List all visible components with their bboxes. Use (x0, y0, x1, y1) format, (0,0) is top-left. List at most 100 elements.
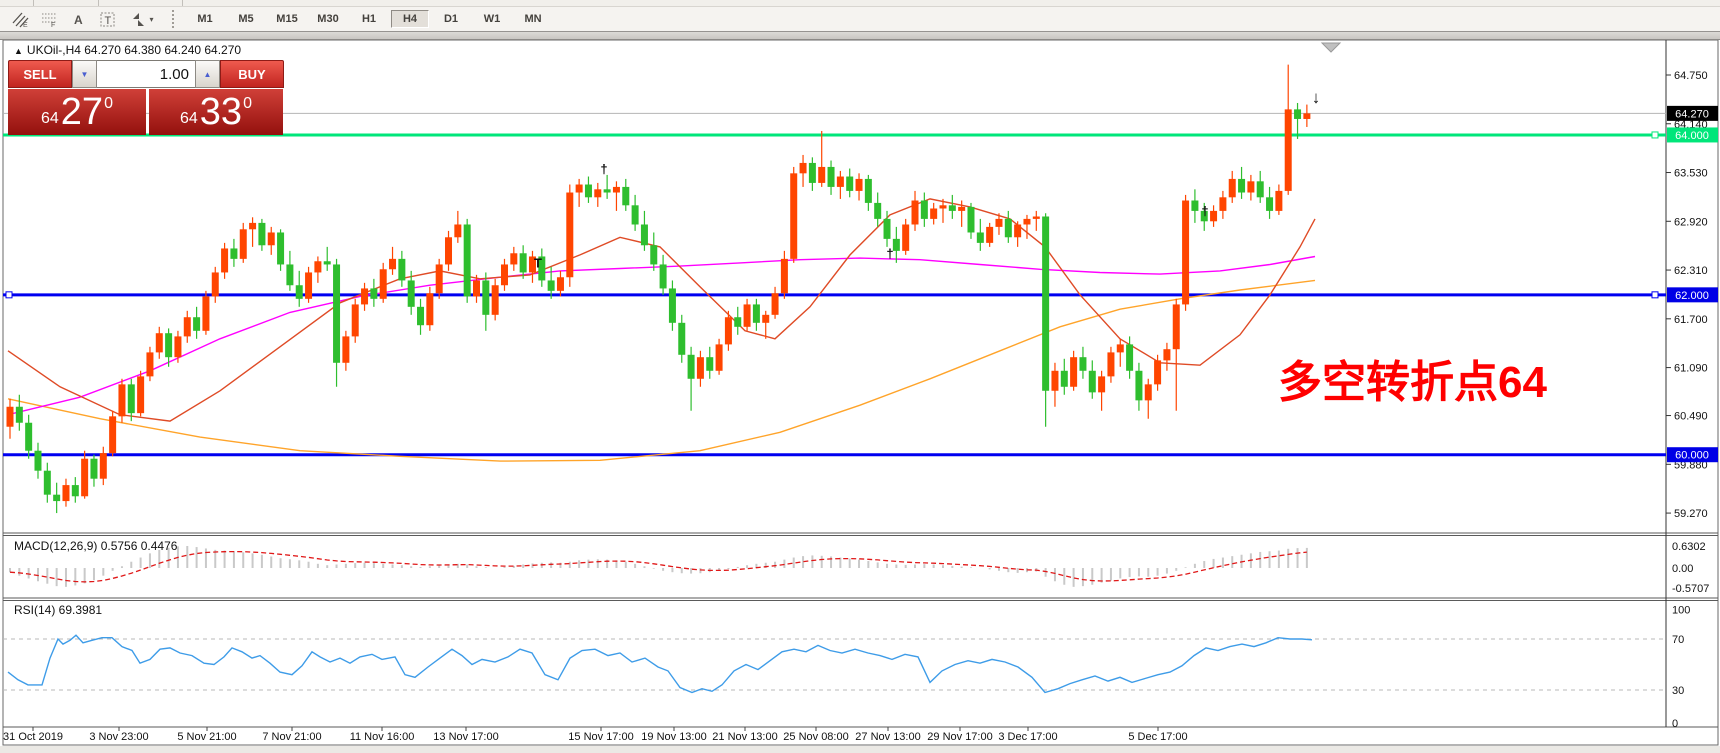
annotation[interactable]: 多空转折点64 (1278, 358, 1547, 407)
sell-price-point: 0 (104, 95, 113, 112)
time-tick-label: 15 Nov 17:00 (568, 731, 633, 743)
time-tick-label: 31 Oct 2019 (3, 731, 63, 743)
chart-window-top-border (0, 31, 1720, 40)
sell-button[interactable]: SELL (8, 60, 72, 88)
price-badge (1667, 127, 1718, 143)
one-click-trading-panel: SELL ▼ ▲ BUY 64 27 0 64 33 0 (8, 60, 286, 135)
time-tick-label: 29 Nov 17:00 (927, 731, 992, 743)
svg-text:A: A (74, 13, 83, 27)
volume-input[interactable] (97, 60, 195, 88)
buy-price-base: 64 (180, 110, 198, 127)
price-tick-label: 59.880 (1674, 459, 1708, 471)
toolbar: E F A T ▾ (0, 7, 1720, 31)
rsi-axis-label: 0 (1672, 718, 1678, 730)
rsi-axis-label: 30 (1672, 685, 1684, 697)
buy-price-pips: 33 (199, 91, 243, 133)
price-badge-label: 62.000 (1675, 290, 1709, 302)
time-tick-label: 19 Nov 13:00 (641, 731, 706, 743)
timeframe-m1[interactable]: M1 (197, 13, 213, 25)
text-tool-button[interactable]: A (64, 8, 93, 31)
ma-slow-line (7, 279, 1316, 462)
timeframe-m15[interactable]: M15 (276, 13, 298, 25)
text-label-icon: T (100, 12, 114, 27)
time-tick-label: 5 Dec 17:00 (1128, 731, 1187, 743)
arrows-tool-button[interactable]: ▾ (122, 8, 162, 31)
buy-price-panel[interactable]: 64 33 0 (149, 89, 283, 135)
price-badge-label: 64.000 (1675, 130, 1709, 142)
time-tick-label: 25 Nov 08:00 (783, 731, 848, 743)
price-tick-label: 61.090 (1674, 363, 1708, 375)
hline-handle[interactable] (1651, 291, 1659, 299)
volume-up-button[interactable]: ▲ (195, 60, 220, 88)
sell-price-base: 64 (41, 110, 59, 127)
price-axis: 64.75064.14063.53062.92062.31061.70061.0… (1666, 70, 1718, 520)
arrows-icon (133, 12, 145, 26)
annotation-text[interactable]: 多空转折点64 (1278, 358, 1547, 407)
toolbar-grip[interactable] (172, 10, 178, 28)
price-tick-label: 62.310 (1674, 265, 1708, 277)
toolbar-separator (182, 0, 183, 6)
rsi-panel: 100 70 30 0 (3, 605, 1690, 730)
text-label-tool-button[interactable]: T (93, 8, 122, 31)
price-tick-label: 64.750 (1674, 70, 1708, 82)
toolbar-separator (33, 0, 34, 6)
svg-text:E: E (23, 22, 28, 28)
sell-price-pips: 27 (60, 91, 104, 133)
hline-handle[interactable] (1651, 131, 1659, 139)
caret-down-icon: ▼ (80, 69, 89, 79)
timeframe-w1[interactable]: W1 (483, 13, 501, 25)
price-badge-label: 60.000 (1675, 450, 1709, 462)
chart-symbol-header: ▲ UKOil-,H4 64.270 64.380 64.240 64.270 (14, 43, 241, 57)
time-tick-label: 27 Nov 13:00 (855, 731, 920, 743)
timeframe-bar: M1 M5 M15 M30 H1 H4 D1 W1 MN (186, 10, 552, 28)
window-bottom-strip (0, 746, 1720, 753)
ma-slow (7, 279, 1316, 462)
timeframe-m5[interactable]: M5 (238, 13, 254, 25)
time-tick-label: 11 Nov 16:00 (350, 731, 415, 743)
price-tick-label: 63.530 (1674, 168, 1708, 180)
svg-text:F: F (51, 22, 55, 28)
volume-down-button[interactable]: ▼ (72, 60, 97, 88)
scroll-end-marker-icon[interactable] (1320, 42, 1342, 53)
time-tick-label: 7 Nov 21:00 (262, 731, 321, 743)
time-tick-label: 3 Nov 23:00 (89, 731, 148, 743)
timeframe-mn[interactable]: MN (524, 13, 542, 25)
price-badge (1667, 105, 1718, 121)
ma-mid-line (7, 255, 1316, 416)
marker-T: T (534, 256, 542, 271)
macd-axis-label: 0.6302 (1672, 541, 1706, 553)
ma-fast (7, 198, 1316, 422)
candles-group (6, 64, 1311, 514)
timeframe-h1[interactable]: H1 (361, 13, 377, 25)
price-badge (1667, 287, 1718, 303)
symbol-marker-icon: ▲ (14, 46, 23, 56)
price-tick-label: 61.700 (1674, 314, 1708, 326)
hline-handle[interactable] (5, 291, 13, 299)
svg-text:T: T (104, 15, 111, 27)
time-tick-label: 21 Nov 13:00 (712, 731, 777, 743)
sell-price-panel[interactable]: 64 27 0 (8, 89, 146, 135)
timeframe-d1[interactable]: D1 (443, 13, 459, 25)
time-tick-label: 13 Nov 17:00 (433, 731, 498, 743)
timeframe-h4[interactable]: H4 (391, 10, 429, 28)
timeframe-m30[interactable]: M30 (317, 13, 339, 25)
macd-label: MACD(12,26,9) 0.5756 0.4476 (14, 539, 178, 553)
macd-axis-label: -0.5707 (1672, 583, 1709, 595)
fibonacci-tool-button[interactable]: F (35, 8, 64, 31)
rsi-line (7, 634, 1313, 694)
buy-button[interactable]: BUY (220, 60, 284, 88)
toolbar-separator (98, 0, 99, 6)
channel-icon: E (12, 12, 28, 28)
time-tick-label: 5 Nov 21:00 (177, 731, 236, 743)
buy-price-point: 0 (243, 95, 252, 112)
time-tick-label: 3 Dec 17:00 (998, 731, 1057, 743)
rsi-axis-label: 100 (1672, 605, 1690, 617)
caret-up-icon: ▲ (203, 69, 212, 79)
dropdown-caret-icon: ▾ (149, 14, 154, 24)
time-axis: 31 Oct 2019 3 Nov 23:00 5 Nov 21:00 7 Nov 2… (3, 727, 1188, 743)
price-tick-label: 59.270 (1674, 508, 1708, 520)
scroll-marker[interactable] (1320, 42, 1342, 53)
equidistant-channel-tool-button[interactable]: E (6, 8, 35, 31)
